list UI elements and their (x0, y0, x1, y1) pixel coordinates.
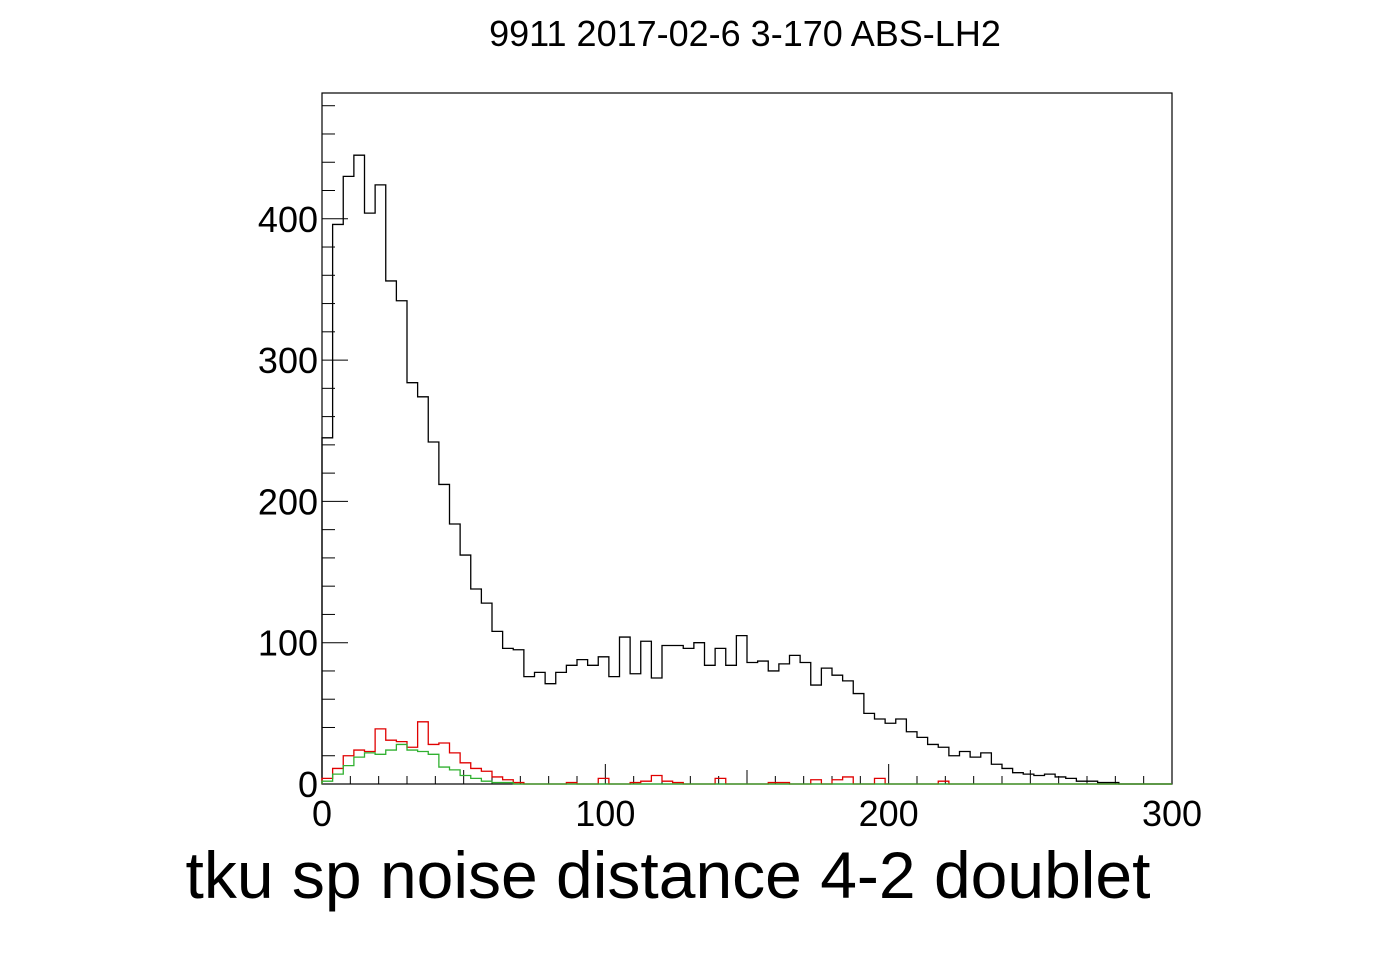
histogram-series-line-3 (321, 743, 1172, 785)
y-tick-label: 300 (258, 340, 318, 381)
chart-title: 9911 2017-02-6 3-170 ABS-LH2 (489, 13, 1001, 54)
y-tick-label: 200 (258, 481, 318, 522)
histogram-series-line-1 (321, 154, 1172, 785)
x-axis-label: tku sp noise distance 4-2 doublet (186, 838, 1151, 912)
x-tick-label: 0 (312, 793, 332, 834)
y-axis: 0 100 200 300 400 (258, 105, 348, 805)
x-axis: 0 100 200 300 (312, 764, 1202, 834)
histogram-series (321, 154, 1172, 785)
x-tick-label: 200 (859, 793, 919, 834)
x-tick-label: 300 (1142, 793, 1202, 834)
y-tick-label: 400 (258, 199, 318, 240)
x-tick-label: 100 (575, 793, 635, 834)
plot-frame (321, 92, 1173, 785)
y-tick-label: 0 (298, 764, 318, 805)
y-tick-label: 100 (258, 623, 318, 664)
